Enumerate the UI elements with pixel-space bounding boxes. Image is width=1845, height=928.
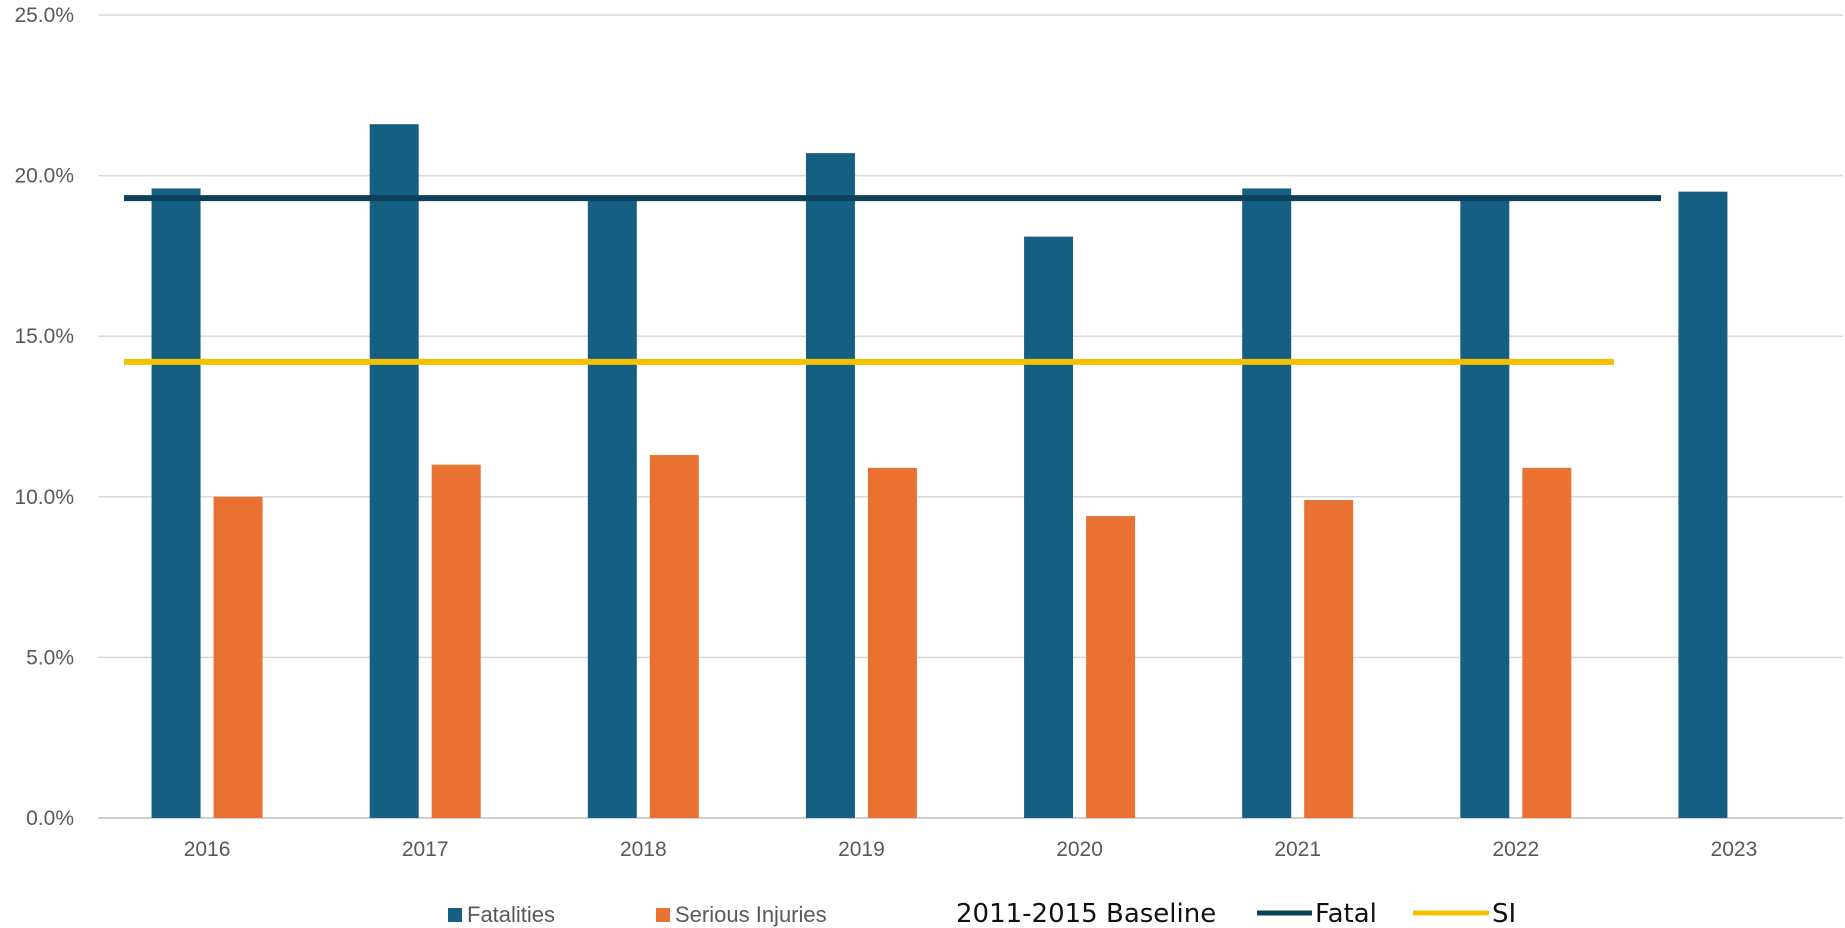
x-tick-label: 2021 [1274, 838, 1321, 861]
bar-serious-injuries-2022 [1522, 467, 1572, 818]
y-tick-label: 0.0% [26, 807, 74, 830]
legend-label-serious-injuries: Serious Injuries [675, 902, 827, 927]
legend-label-fatalities: Fatalities [467, 902, 555, 927]
baseline-lines [124, 195, 1661, 365]
bar-fatalities-2021 [1242, 188, 1292, 818]
x-tick-label: 2017 [402, 838, 449, 861]
bar-fatalities-2019 [805, 153, 855, 819]
legend-baseline-title: 2011-2015 Baseline [956, 899, 1216, 928]
bar-serious-injuries-2016 [213, 496, 263, 818]
x-tick-label: 2016 [184, 838, 231, 861]
bar-fatalities-2023 [1678, 191, 1728, 818]
x-tick-label: 2019 [838, 838, 885, 861]
bar-serious-injuries-2021 [1304, 500, 1354, 818]
x-tick-label: 2022 [1492, 838, 1539, 861]
bar-fatalities-2020 [1024, 236, 1074, 819]
bar-fatalities-2018 [587, 198, 637, 819]
y-tick-label: 15.0% [14, 325, 74, 348]
legend-label-si: SI [1492, 899, 1516, 928]
x-tick-label: 2020 [1056, 838, 1103, 861]
x-tick-label: 2023 [1711, 838, 1758, 861]
legend: Fatalities Serious Injuries 2011-2015 Ba… [448, 899, 1516, 928]
y-axis: 0.0% 5.0% 10.0% 15.0% 20.0% 25.0% [14, 4, 74, 830]
bar-serious-injuries-2020 [1086, 516, 1136, 818]
bar-serious-injuries-2017 [431, 464, 481, 818]
bars [151, 124, 1728, 819]
y-tick-label: 20.0% [14, 165, 74, 188]
bar-serious-injuries-2019 [867, 467, 917, 818]
gridlines [98, 14, 1843, 819]
x-axis: 2016 2017 2018 2019 2020 2021 2022 2023 [184, 838, 1758, 861]
y-tick-label: 10.0% [14, 486, 74, 509]
y-tick-label: 25.0% [14, 4, 74, 27]
bar-fatalities-2017 [369, 124, 419, 818]
legend-label-fatal: Fatal [1315, 899, 1377, 928]
x-tick-label: 2018 [620, 838, 667, 861]
y-tick-label: 5.0% [26, 646, 74, 669]
bar-fatalities-2022 [1460, 198, 1510, 819]
bar-fatalities-2016 [151, 188, 201, 818]
bar-serious-injuries-2018 [649, 455, 699, 818]
legend-swatch-fatalities [448, 908, 462, 922]
legend-swatch-serious-injuries [656, 908, 670, 922]
